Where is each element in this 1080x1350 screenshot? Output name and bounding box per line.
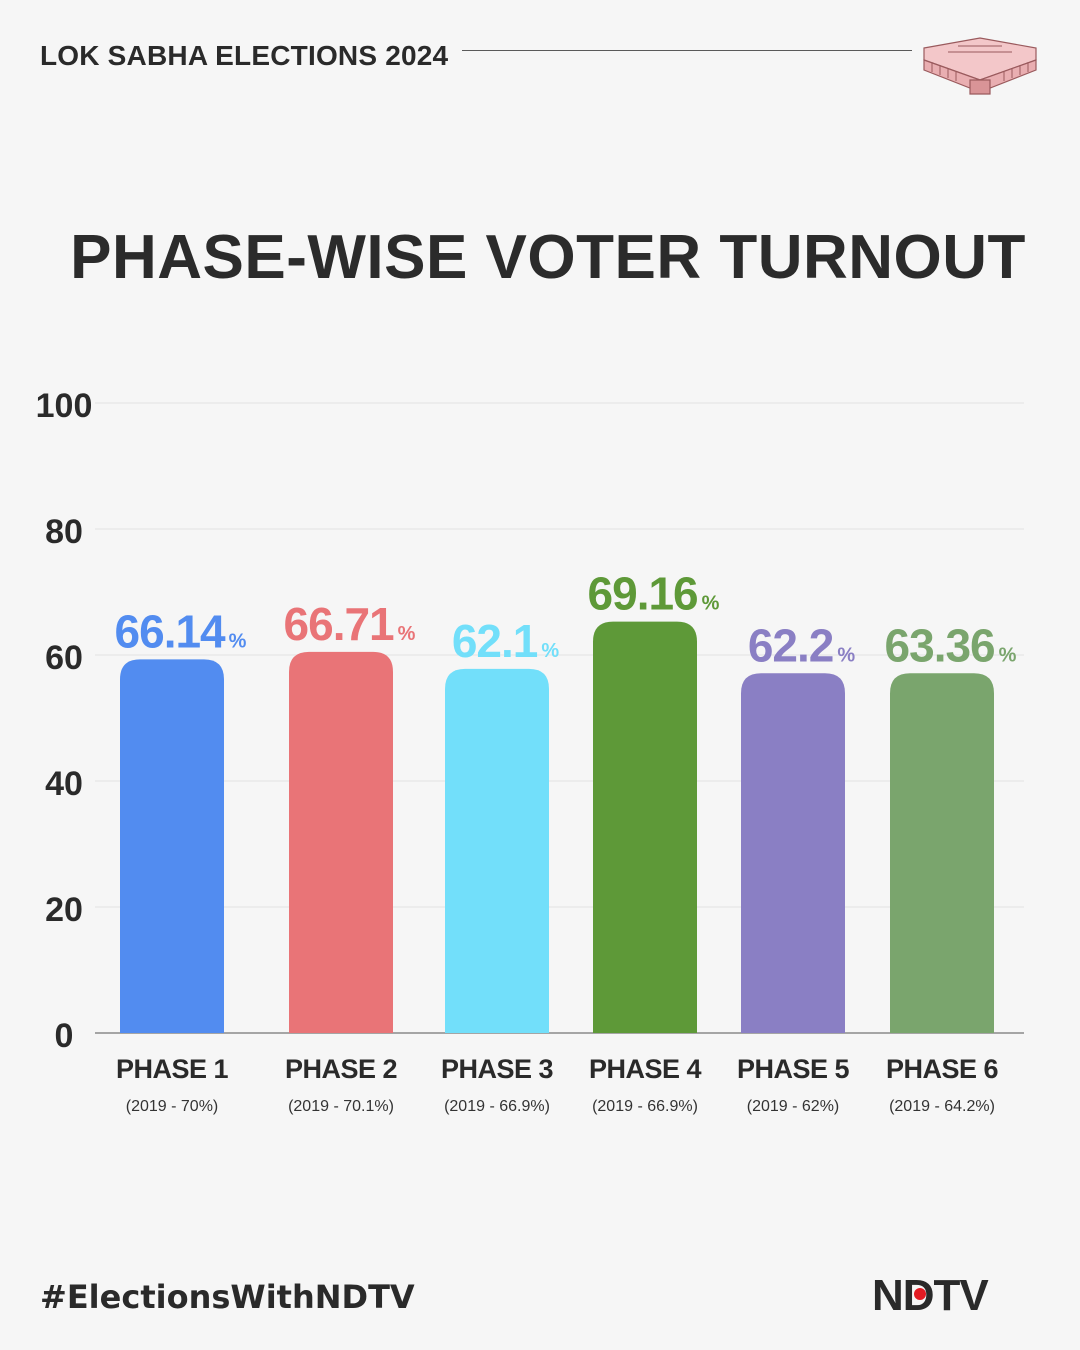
- header-title: LOK SABHA ELECTIONS 2024: [40, 40, 449, 71]
- bar: [741, 673, 845, 1033]
- bar-value-unit: %: [837, 644, 855, 666]
- y-tick-label: 60: [45, 639, 83, 677]
- bar-value-number: 66.71: [284, 598, 395, 650]
- bar-value-unit: %: [541, 640, 559, 662]
- hashtag: #ElectionsWithNDTV: [40, 1278, 415, 1316]
- x-category-label: PHASE 6: [886, 1054, 999, 1084]
- bar-value-label: 69.16%: [588, 568, 720, 620]
- bar-value-unit: %: [999, 644, 1017, 666]
- bar-value-unit: %: [702, 593, 720, 615]
- y-tick-label: 0: [55, 1017, 74, 1055]
- x-category-label: PHASE 1: [116, 1054, 229, 1084]
- bar-value-number: 62.2: [748, 619, 834, 671]
- bar: [890, 673, 994, 1033]
- x-category-sublabel: (2019 - 66.9%): [444, 1098, 550, 1115]
- bar-value-number: 69.16: [588, 568, 698, 620]
- x-category-sublabel: (2019 - 66.9%): [592, 1098, 698, 1115]
- x-category-label: PHASE 5: [737, 1054, 850, 1084]
- x-category-sublabel: (2019 - 70.1%): [288, 1098, 394, 1115]
- bar-value-label: 62.1%: [452, 615, 560, 667]
- chart-title: PHASE-WISE VOTER TURNOUT: [70, 223, 1026, 292]
- bar-value-label: 62.2%: [748, 619, 856, 671]
- ndtv-logo: NDTV: [872, 1271, 990, 1320]
- bar-value-label: 66.14%: [115, 605, 247, 657]
- y-tick-label: 100: [36, 387, 93, 425]
- bar-value-number: 66.14: [115, 605, 227, 657]
- ndtv-logo-text: NDTV: [872, 1271, 989, 1320]
- parliament-building-icon: [923, 37, 1037, 95]
- bar-value-number: 63.36: [885, 619, 995, 671]
- y-tick-label: 20: [45, 891, 83, 929]
- y-tick-label: 40: [45, 765, 83, 803]
- x-category-sublabel: (2019 - 70%): [126, 1098, 219, 1115]
- bar-value-label: 66.71%: [284, 598, 416, 650]
- x-category-label: PHASE 2: [285, 1054, 397, 1084]
- y-tick-label: 80: [45, 513, 83, 551]
- bar-value-unit: %: [229, 630, 247, 652]
- x-category-label: PHASE 3: [441, 1054, 554, 1084]
- x-category-label: PHASE 4: [589, 1054, 702, 1084]
- bar: [445, 668, 549, 1033]
- x-category-sublabel: (2019 - 64.2%): [889, 1098, 995, 1115]
- bar: [120, 659, 224, 1033]
- bar-value-unit: %: [398, 623, 416, 645]
- bar-value-number: 62.1: [452, 615, 538, 667]
- header-divider: [462, 50, 912, 51]
- bar: [289, 651, 393, 1033]
- bar: [593, 621, 697, 1033]
- x-category-sublabel: (2019 - 62%): [747, 1098, 840, 1115]
- bar-value-label: 63.36%: [885, 619, 1017, 671]
